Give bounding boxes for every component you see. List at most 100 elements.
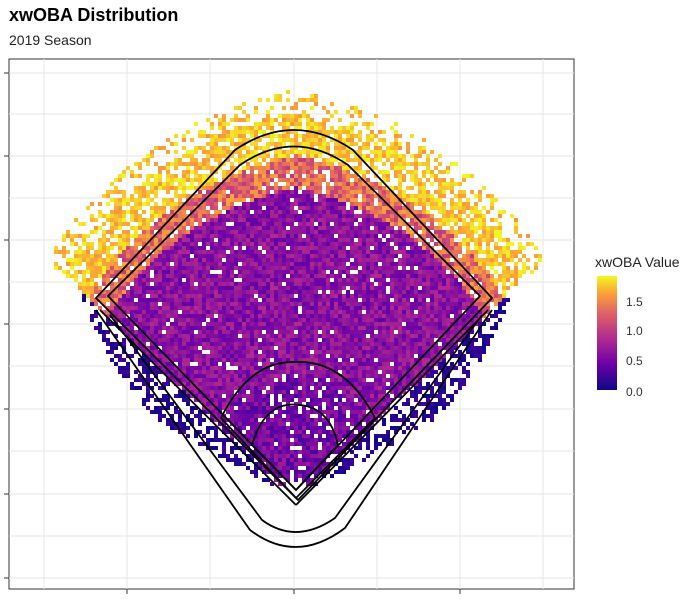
heatmap-cell — [390, 354, 394, 358]
heatmap-cell — [466, 234, 470, 238]
heatmap-cell — [510, 254, 514, 258]
heatmap-cell — [234, 266, 238, 270]
heatmap-cell — [258, 154, 262, 158]
heatmap-cell — [62, 246, 66, 250]
heatmap-cell — [214, 226, 218, 230]
heatmap-cell — [362, 194, 366, 198]
heatmap-cell — [446, 286, 450, 290]
heatmap-cell — [470, 278, 474, 282]
heatmap-cell — [438, 186, 442, 190]
heatmap-cell — [190, 334, 194, 338]
heatmap-cell — [230, 358, 234, 362]
heatmap-cell — [294, 342, 298, 346]
heatmap-cell — [414, 302, 418, 306]
heatmap-cell — [286, 190, 290, 194]
heatmap-cell — [186, 154, 190, 158]
heatmap-cell — [274, 154, 278, 158]
heatmap-cell — [426, 210, 430, 214]
heatmap-cell — [298, 258, 302, 262]
heatmap-cell — [346, 110, 350, 114]
heatmap-cell — [390, 194, 394, 198]
heatmap-cell — [294, 358, 298, 362]
heatmap-cell — [486, 258, 490, 262]
heatmap-cell — [530, 270, 534, 274]
heatmap-cell — [262, 282, 266, 286]
heatmap-cell — [162, 214, 166, 218]
heatmap-cell — [242, 158, 246, 162]
heatmap-cell — [118, 222, 122, 226]
heatmap-cell — [270, 270, 274, 274]
heatmap-cell — [266, 226, 270, 230]
heatmap-cell — [350, 222, 354, 226]
heatmap-cell — [478, 226, 482, 230]
heatmap-cell — [482, 250, 486, 254]
heatmap-cell — [126, 258, 130, 262]
heatmap-cell — [414, 286, 418, 290]
heatmap-cell — [370, 306, 374, 310]
heatmap-cell — [230, 202, 234, 206]
heatmap-cell — [238, 358, 242, 362]
heatmap-cell — [354, 266, 358, 270]
heatmap-cell — [382, 154, 386, 158]
heatmap-cell — [270, 234, 274, 238]
heatmap-cell — [174, 218, 178, 222]
heatmap-cell — [118, 202, 122, 206]
heatmap-cell — [482, 262, 486, 266]
heatmap-cell — [194, 306, 198, 310]
heatmap-cell — [190, 246, 194, 250]
heatmap-cell — [318, 342, 322, 346]
heatmap-cell — [150, 306, 154, 310]
heatmap-cell — [390, 162, 394, 166]
heatmap-cell — [434, 230, 438, 234]
heatmap-cell — [494, 226, 498, 230]
heatmap-cell — [442, 354, 446, 358]
heatmap-cell — [354, 226, 358, 230]
heatmap-cell — [106, 318, 110, 322]
heatmap-cell — [346, 186, 350, 190]
heatmap-cell — [494, 230, 498, 234]
heatmap-cell — [222, 170, 226, 174]
heatmap-cell — [358, 150, 362, 154]
heatmap-cell — [390, 258, 394, 262]
heatmap-cell — [222, 138, 226, 142]
heatmap-cell — [194, 350, 198, 354]
heatmap-cell — [422, 250, 426, 254]
heatmap-cell — [214, 326, 218, 330]
heatmap-cell — [242, 314, 246, 318]
heatmap-cell — [406, 342, 410, 346]
heatmap-cell — [486, 310, 490, 314]
heatmap-cell — [486, 334, 490, 338]
heatmap-cell — [318, 246, 322, 250]
heatmap-cell — [178, 306, 182, 310]
heatmap-cell — [206, 210, 210, 214]
heatmap-cell — [330, 254, 334, 258]
heatmap-cell — [334, 246, 338, 250]
heatmap-cell — [238, 210, 242, 214]
heatmap-cell — [178, 290, 182, 294]
heatmap-cell — [282, 122, 286, 126]
heatmap-cell — [422, 294, 426, 298]
heatmap-cell — [250, 330, 254, 334]
heatmap-cell — [362, 346, 366, 350]
heatmap-cell — [366, 354, 370, 358]
heatmap-cell — [454, 222, 458, 226]
heatmap-cell — [234, 214, 238, 218]
heatmap-cell — [194, 250, 198, 254]
heatmap-cell — [286, 358, 290, 362]
heatmap-cell — [382, 266, 386, 270]
heatmap-cell — [286, 182, 290, 186]
heatmap-cell — [414, 174, 418, 178]
heatmap-cell — [362, 230, 366, 234]
heatmap-cell — [206, 354, 210, 358]
heatmap-cell — [482, 270, 486, 274]
heatmap-cell — [370, 222, 374, 226]
heatmap-cell — [222, 250, 226, 254]
heatmap-cell — [266, 286, 270, 290]
heatmap-cell — [386, 206, 390, 210]
heatmap-cell — [146, 298, 150, 302]
heatmap-cell — [378, 158, 382, 162]
heatmap-cell — [514, 270, 518, 274]
heatmap-cell — [166, 338, 170, 342]
heatmap-cell — [406, 274, 410, 278]
heatmap-cell — [438, 322, 442, 326]
